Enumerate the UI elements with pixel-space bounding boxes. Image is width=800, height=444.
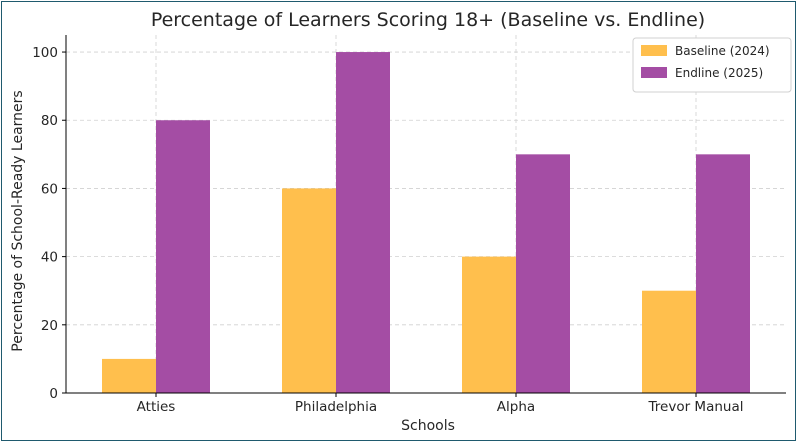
bar-endline-2 xyxy=(516,154,570,393)
y-tick-label-20: 20 xyxy=(41,318,58,334)
y-tick-label-100: 100 xyxy=(32,45,58,61)
bar-endline-3 xyxy=(696,154,750,393)
legend-label-endline: Endline (2025) xyxy=(675,66,763,80)
bars xyxy=(102,52,750,394)
bar-baseline-3 xyxy=(642,290,696,393)
x-tick-label-3: Trevor Manual xyxy=(648,399,744,415)
axes: 0 20 40 60 80 100 Atties Philadelphia Alpha Trevo… xyxy=(32,35,786,415)
bar-baseline-1 xyxy=(282,188,336,393)
x-tick-label-1: Philadelphia xyxy=(295,399,377,415)
legend-label-baseline: Baseline (2024) xyxy=(675,44,770,58)
legend: Baseline (2024) Endline (2025) xyxy=(632,37,792,93)
x-axis-title: Schools xyxy=(401,418,455,434)
y-tick-label-40: 40 xyxy=(41,250,58,266)
bar-endline-0 xyxy=(156,120,210,393)
bar-baseline-0 xyxy=(102,358,156,393)
y-tick-label-0: 0 xyxy=(49,386,58,402)
legend-box xyxy=(632,37,792,93)
y-tick-label-60: 60 xyxy=(41,181,58,197)
legend-swatch-endline xyxy=(641,67,667,78)
x-tick-label-2: Alpha xyxy=(497,399,535,415)
bar-baseline-2 xyxy=(462,256,516,393)
legend-swatch-baseline xyxy=(641,45,667,56)
bar-endline-1 xyxy=(336,52,390,394)
chart-title: Percentage of Learners Scoring 18+ (Base… xyxy=(151,9,705,31)
y-tick-label-80: 80 xyxy=(41,113,58,129)
y-axis-title: Percentage of School-Ready Learners xyxy=(10,90,26,351)
x-tick-label-0: Atties xyxy=(137,399,176,415)
